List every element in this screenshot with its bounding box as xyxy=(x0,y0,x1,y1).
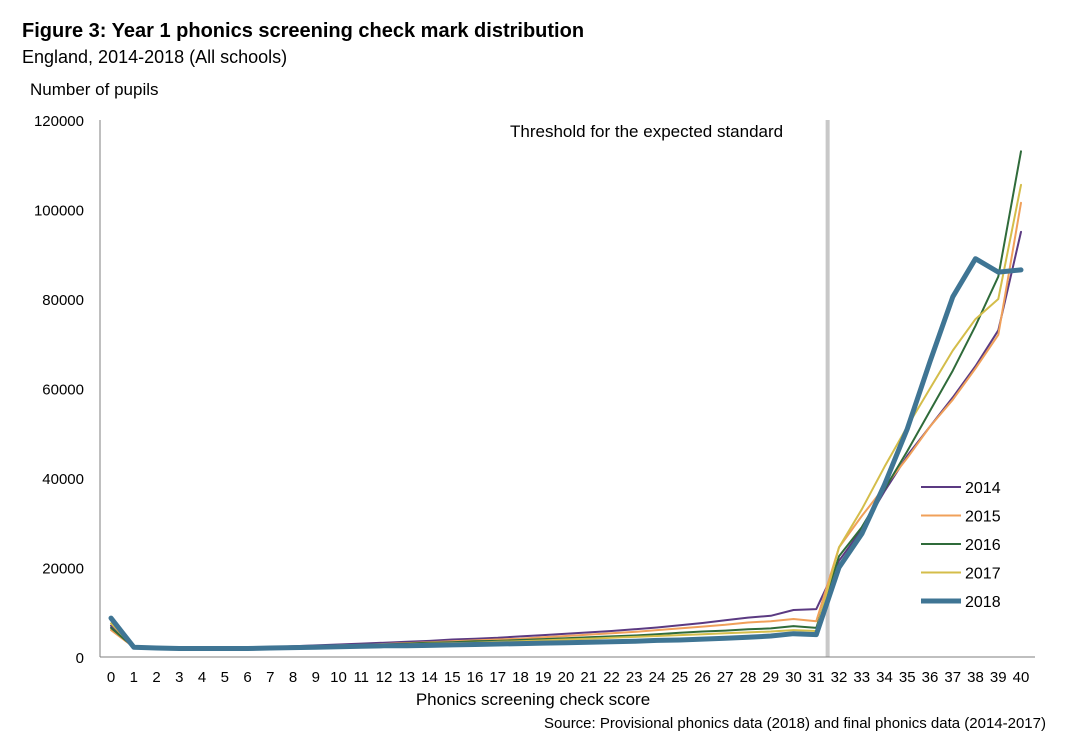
x-tick-label: 39 xyxy=(990,669,1007,686)
chart-title: Figure 3: Year 1 phonics screening check… xyxy=(22,20,585,42)
x-tick-label: 6 xyxy=(243,669,251,686)
x-tick-label: 36 xyxy=(922,669,939,686)
series-line-2016 xyxy=(110,150,1022,650)
x-tick-label: 23 xyxy=(626,669,643,686)
x-tick-label: 13 xyxy=(398,669,415,686)
legend-label-2017: 2017 xyxy=(965,566,1001,583)
x-tick-label: 26 xyxy=(694,669,711,686)
x-tick-label: 0 xyxy=(107,669,115,686)
x-tick-label: 27 xyxy=(717,669,734,686)
x-tick-label: 30 xyxy=(785,669,802,686)
legend-label-2018: 2018 xyxy=(965,594,1001,611)
x-tick-label: 32 xyxy=(831,669,848,686)
x-tick-label: 28 xyxy=(740,669,757,686)
x-tick-label: 1 xyxy=(130,669,138,686)
x-tick-label: 4 xyxy=(198,669,206,686)
x-tick-label: 3 xyxy=(175,669,183,686)
x-tick-label: 37 xyxy=(944,669,961,686)
threshold-label: Threshold for the expected standard xyxy=(510,122,784,141)
y-tick-label: 0 xyxy=(76,650,84,667)
source-note: Source: Provisional phonics data (2018) … xyxy=(544,715,1046,732)
x-tick-label: 29 xyxy=(762,669,779,686)
y-tick-label: 40000 xyxy=(42,471,84,488)
x-tick-label: 17 xyxy=(489,669,506,686)
legend-label-2014: 2014 xyxy=(965,480,1001,497)
y-tick-label: 20000 xyxy=(42,561,84,578)
x-tick-label: 31 xyxy=(808,669,825,686)
legend-label-2016: 2016 xyxy=(965,537,1001,554)
x-tick-label: 33 xyxy=(853,669,870,686)
x-tick-label: 12 xyxy=(376,669,393,686)
series-line-2014 xyxy=(110,230,1022,649)
x-tick-label: 14 xyxy=(421,669,438,686)
y-tick-label: 80000 xyxy=(42,292,84,309)
x-tick-label: 10 xyxy=(330,669,347,686)
x-tick-label: 38 xyxy=(967,669,984,686)
x-tick-label: 21 xyxy=(580,669,597,686)
y-tick-label: 120000 xyxy=(34,113,84,130)
x-tick-label: 22 xyxy=(603,669,620,686)
chart-subtitle: England, 2014-2018 (All schools) xyxy=(22,47,288,67)
x-tick-label: 34 xyxy=(876,669,893,686)
x-tick-label: 5 xyxy=(221,669,229,686)
x-tick-label: 18 xyxy=(512,669,529,686)
y-axis-label: Number of pupils xyxy=(30,80,159,99)
series-line-2015 xyxy=(110,201,1022,650)
x-tick-label: 40 xyxy=(1013,669,1030,686)
x-axis-label: Phonics screening check score xyxy=(415,690,651,709)
x-tick-label: 19 xyxy=(535,669,552,686)
legend-label-2015: 2015 xyxy=(965,509,1001,526)
x-tick-label: 20 xyxy=(558,669,575,686)
x-tick-label: 11 xyxy=(353,669,369,686)
x-tick-label: 15 xyxy=(444,669,461,686)
y-tick-label: 60000 xyxy=(42,382,84,399)
x-tick-label: 9 xyxy=(312,669,320,686)
x-tick-label: 8 xyxy=(289,669,297,686)
x-tick-label: 25 xyxy=(671,669,688,686)
series-line-2017 xyxy=(110,183,1022,650)
x-tick-label: 35 xyxy=(899,669,916,686)
y-tick-label: 100000 xyxy=(34,203,84,220)
x-tick-label: 16 xyxy=(467,669,484,686)
x-tick-label: 2 xyxy=(152,669,160,686)
x-tick-label: 7 xyxy=(266,669,274,686)
series-line-2018 xyxy=(108,256,1024,651)
x-tick-label: 24 xyxy=(649,669,666,686)
